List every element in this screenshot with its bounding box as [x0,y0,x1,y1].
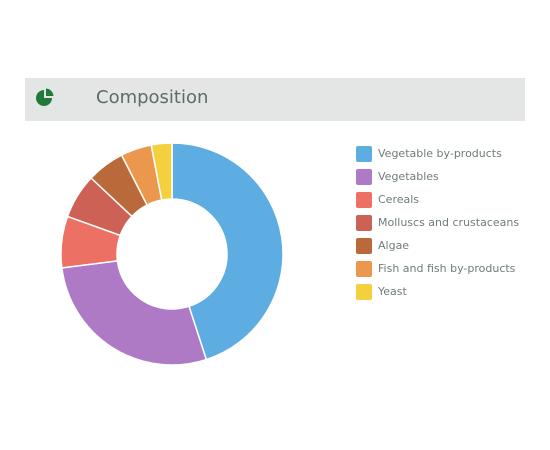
legend-label: Yeast [378,285,407,298]
legend-label: Vegetable by-products [378,147,502,160]
legend-swatch [356,214,372,231]
legend-label: Fish and fish by-products [378,262,516,275]
legend-item: Yeast [356,280,519,303]
legend-swatch [356,145,372,162]
legend-item: Vegetables [356,165,519,188]
panel-header: Composition [25,78,525,121]
legend-label: Vegetables [378,170,439,183]
donut-slice-1 [61,260,208,366]
legend-swatch [356,237,372,254]
legend-swatch [356,283,372,300]
panel-title: Composition [96,87,209,108]
legend-label: Algae [378,239,410,252]
pie-chart-icon [36,88,54,106]
legend-item: Cereals [356,188,519,211]
legend-item: Vegetable by-products [356,142,519,165]
chart-legend: Vegetable by-products Vegetables Cereals Mo… [356,142,519,303]
donut-slice-0 [171,142,284,361]
composition-donut-chart [60,142,284,366]
legend-label: Molluscs and crustaceans [378,216,520,229]
donut-slice-6 [150,142,173,201]
legend-swatch [356,260,372,277]
legend-swatch [356,191,372,208]
legend-label: Cereals [378,193,420,206]
legend-item: Algae [356,234,519,257]
legend-item: Molluscs and crustaceans [356,211,519,234]
legend-swatch [356,168,372,185]
legend-item: Fish and fish by-products [356,257,519,280]
